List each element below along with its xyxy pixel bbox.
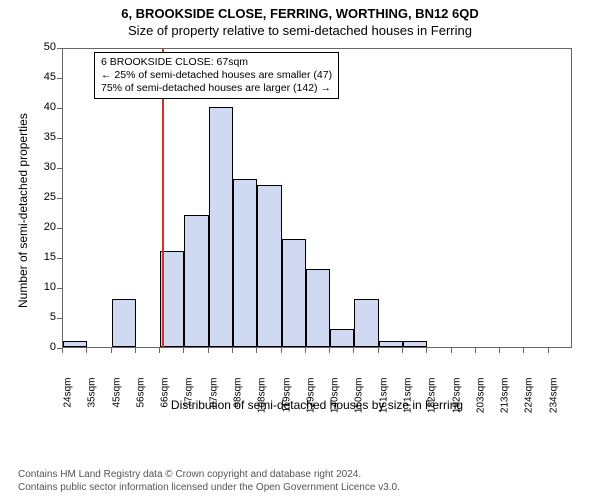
y-tick-label: 45 <box>28 71 56 83</box>
chart-title-sub: Size of property relative to semi-detach… <box>0 21 600 38</box>
y-tick-label: 40 <box>28 101 56 113</box>
footer-line1: Contains HM Land Registry data © Crown c… <box>18 469 400 482</box>
x-tick-mark <box>548 348 549 353</box>
histogram-bar <box>354 299 378 347</box>
y-tick-mark <box>57 288 62 289</box>
y-tick-label: 20 <box>28 221 56 233</box>
x-tick-label: 35sqm <box>87 378 98 422</box>
x-tick-mark <box>232 348 233 353</box>
x-tick-mark <box>135 348 136 353</box>
histogram-bar <box>379 341 403 347</box>
x-tick-label: 119sqm <box>281 378 292 422</box>
histogram-bar <box>257 185 281 347</box>
y-tick-mark <box>57 138 62 139</box>
x-tick-label: 192sqm <box>451 378 462 422</box>
y-tick-mark <box>57 198 62 199</box>
y-tick-label: 0 <box>28 341 56 353</box>
x-tick-mark <box>426 348 427 353</box>
annotation-line2: ← 25% of semi-detached houses are smalle… <box>101 69 332 82</box>
x-tick-label: 77sqm <box>184 378 195 422</box>
x-tick-mark <box>475 348 476 353</box>
x-tick-label: 129sqm <box>305 378 316 422</box>
x-tick-label: 150sqm <box>354 378 365 422</box>
x-tick-label: 87sqm <box>208 378 219 422</box>
y-tick-label: 5 <box>28 311 56 323</box>
x-tick-mark <box>499 348 500 353</box>
x-tick-label: 24sqm <box>63 378 74 422</box>
x-tick-mark <box>402 348 403 353</box>
x-tick-label: 161sqm <box>378 378 389 422</box>
chart-area: Number of semi-detached properties Distr… <box>0 40 600 440</box>
x-tick-mark <box>111 348 112 353</box>
footer-attribution: Contains HM Land Registry data © Crown c… <box>18 469 400 494</box>
x-tick-mark <box>329 348 330 353</box>
y-tick-mark <box>57 78 62 79</box>
histogram-bar <box>233 179 257 347</box>
x-tick-label: 108sqm <box>257 378 268 422</box>
x-tick-mark <box>281 348 282 353</box>
x-tick-mark <box>305 348 306 353</box>
x-tick-mark <box>159 348 160 353</box>
histogram-bar <box>184 215 208 347</box>
y-tick-mark <box>57 48 62 49</box>
histogram-bar <box>306 269 330 347</box>
x-tick-label: 171sqm <box>403 378 414 422</box>
y-tick-mark <box>57 168 62 169</box>
x-tick-label: 56sqm <box>135 378 146 422</box>
y-tick-mark <box>57 108 62 109</box>
y-tick-label: 50 <box>28 41 56 53</box>
histogram-bar <box>209 107 233 347</box>
x-tick-label: 45sqm <box>111 378 122 422</box>
x-tick-mark <box>208 348 209 353</box>
x-tick-mark <box>86 348 87 353</box>
chart-title-main: 6, BROOKSIDE CLOSE, FERRING, WORTHING, B… <box>0 0 600 21</box>
y-tick-mark <box>57 258 62 259</box>
x-tick-mark <box>183 348 184 353</box>
histogram-bar <box>112 299 136 347</box>
annotation-line1: 6 BROOKSIDE CLOSE: 67sqm <box>101 56 332 69</box>
x-tick-mark <box>451 348 452 353</box>
annotation-line3: 75% of semi-detached houses are larger (… <box>101 82 332 95</box>
histogram-bar <box>63 341 87 347</box>
x-tick-label: 234sqm <box>548 378 559 422</box>
y-tick-label: 25 <box>28 191 56 203</box>
x-tick-label: 140sqm <box>330 378 341 422</box>
x-tick-label: 224sqm <box>524 378 535 422</box>
footer-line2: Contains public sector information licen… <box>18 482 400 495</box>
y-tick-label: 30 <box>28 161 56 173</box>
x-tick-mark <box>256 348 257 353</box>
annotation-box: 6 BROOKSIDE CLOSE: 67sqm ← 25% of semi-d… <box>94 52 339 99</box>
y-tick-label: 35 <box>28 131 56 143</box>
x-tick-label: 213sqm <box>500 378 511 422</box>
x-tick-label: 66sqm <box>160 378 171 422</box>
histogram-bar <box>403 341 427 347</box>
y-tick-label: 15 <box>28 251 56 263</box>
x-tick-mark <box>62 348 63 353</box>
x-tick-label: 182sqm <box>427 378 438 422</box>
y-tick-mark <box>57 228 62 229</box>
histogram-bar <box>282 239 306 347</box>
x-tick-mark <box>353 348 354 353</box>
x-tick-label: 203sqm <box>475 378 486 422</box>
x-tick-mark <box>523 348 524 353</box>
x-tick-mark <box>378 348 379 353</box>
y-tick-label: 10 <box>28 281 56 293</box>
y-tick-mark <box>57 318 62 319</box>
x-tick-label: 98sqm <box>233 378 244 422</box>
histogram-bar <box>330 329 354 347</box>
